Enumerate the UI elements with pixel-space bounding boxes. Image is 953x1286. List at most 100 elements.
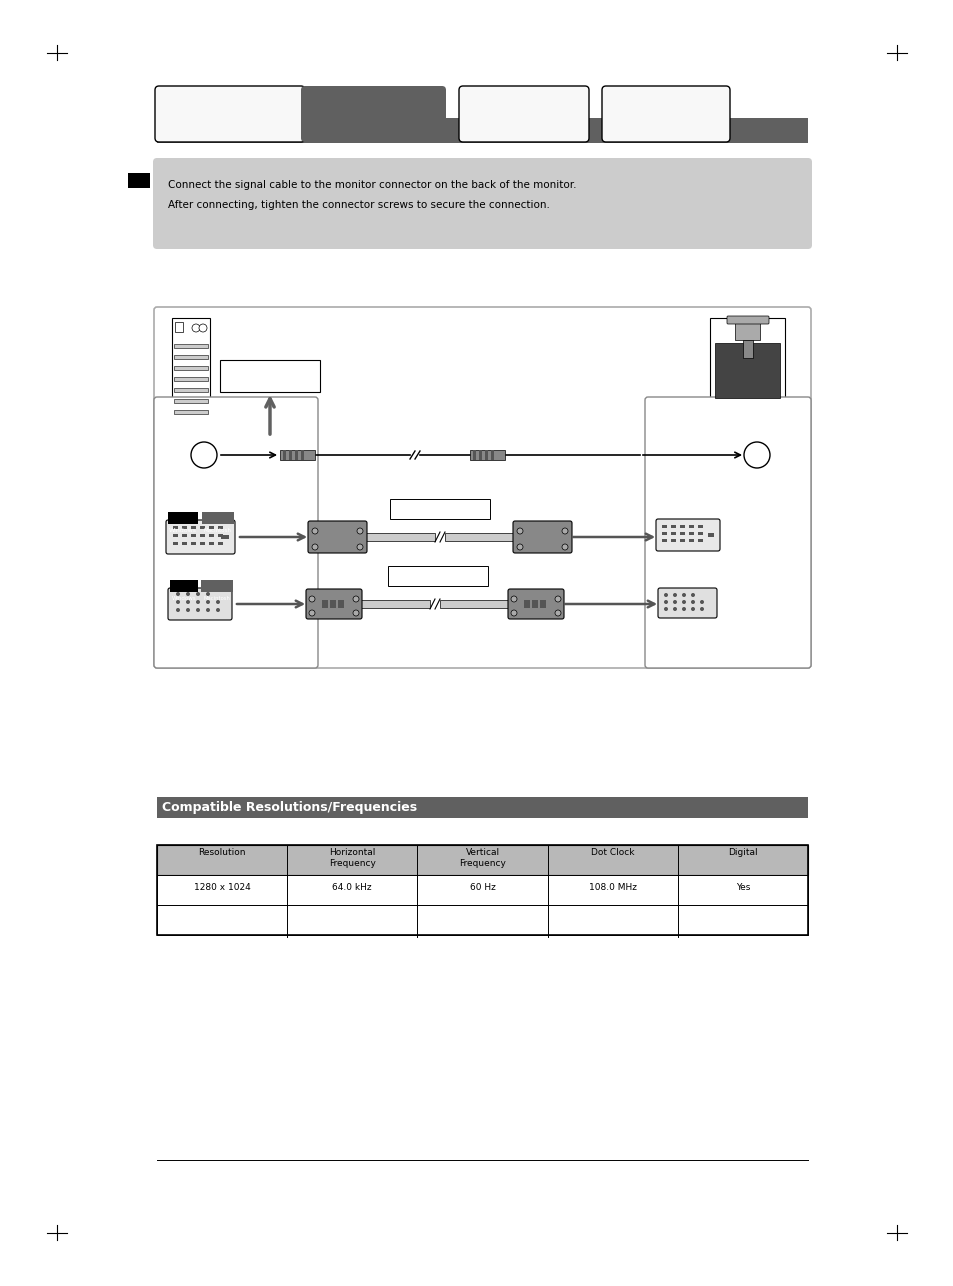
Bar <box>670 532 676 535</box>
Bar <box>173 355 208 359</box>
Bar <box>157 905 807 935</box>
Bar <box>182 541 187 545</box>
Circle shape <box>663 601 667 604</box>
Circle shape <box>672 601 677 604</box>
Circle shape <box>206 592 210 595</box>
Bar <box>220 360 319 392</box>
FancyBboxPatch shape <box>709 318 784 403</box>
Bar <box>444 532 515 541</box>
Circle shape <box>743 442 769 468</box>
Bar <box>742 340 752 358</box>
Bar <box>172 534 178 538</box>
Bar <box>322 601 328 608</box>
Circle shape <box>195 608 200 612</box>
Bar <box>688 532 693 535</box>
Bar <box>191 534 195 538</box>
FancyBboxPatch shape <box>168 588 232 620</box>
FancyBboxPatch shape <box>153 397 317 667</box>
Circle shape <box>195 601 200 604</box>
Bar <box>491 450 494 460</box>
Bar <box>390 499 490 520</box>
Bar <box>173 399 208 403</box>
Bar <box>714 343 780 397</box>
Bar <box>679 525 684 529</box>
Bar <box>661 532 666 535</box>
Bar <box>330 601 335 608</box>
Circle shape <box>186 601 190 604</box>
Text: Resolution: Resolution <box>198 847 246 856</box>
Bar <box>209 526 213 529</box>
Circle shape <box>700 607 703 611</box>
Bar <box>172 526 178 529</box>
Circle shape <box>700 601 703 604</box>
FancyBboxPatch shape <box>470 450 504 460</box>
Text: Yes: Yes <box>735 883 749 892</box>
Bar <box>670 525 676 529</box>
Circle shape <box>215 608 220 612</box>
Bar <box>157 845 807 935</box>
Bar <box>478 450 481 460</box>
Circle shape <box>681 601 685 604</box>
Circle shape <box>206 601 210 604</box>
Text: Horizontal
Frequency: Horizontal Frequency <box>329 847 375 868</box>
Circle shape <box>681 607 685 611</box>
FancyBboxPatch shape <box>644 397 810 667</box>
Circle shape <box>672 607 677 611</box>
Bar <box>698 532 702 535</box>
Circle shape <box>555 595 560 602</box>
Circle shape <box>175 601 180 604</box>
FancyBboxPatch shape <box>202 512 233 523</box>
Circle shape <box>353 610 358 616</box>
Text: Vertical
Frequency: Vertical Frequency <box>458 847 505 868</box>
Bar <box>200 526 205 529</box>
Circle shape <box>356 529 363 534</box>
FancyBboxPatch shape <box>656 520 720 550</box>
FancyBboxPatch shape <box>507 589 563 619</box>
Bar <box>157 118 807 143</box>
Bar <box>294 450 297 460</box>
Bar <box>191 526 195 529</box>
Circle shape <box>206 608 210 612</box>
Bar <box>209 534 213 538</box>
Text: 1280 x 1024: 1280 x 1024 <box>193 883 251 892</box>
Bar <box>157 874 807 905</box>
Bar <box>301 450 304 460</box>
Circle shape <box>215 601 220 604</box>
Circle shape <box>191 442 216 468</box>
Circle shape <box>561 544 567 550</box>
Bar <box>182 534 187 538</box>
Circle shape <box>309 610 314 616</box>
Circle shape <box>517 544 522 550</box>
Bar <box>172 541 178 545</box>
Circle shape <box>186 608 190 612</box>
Text: 108.0 MHz: 108.0 MHz <box>588 883 636 892</box>
Bar <box>173 343 208 349</box>
Circle shape <box>192 324 200 332</box>
Bar <box>661 525 666 529</box>
Text: Connect the signal cable to the monitor connector on the back of the monitor.: Connect the signal cable to the monitor … <box>168 180 576 190</box>
Circle shape <box>312 529 317 534</box>
FancyBboxPatch shape <box>170 580 198 592</box>
Bar <box>670 539 676 541</box>
FancyBboxPatch shape <box>172 318 210 428</box>
Bar <box>365 532 435 541</box>
Text: Macintosh: Macintosh <box>203 595 231 601</box>
Bar <box>182 526 187 529</box>
Bar <box>157 797 807 818</box>
Bar <box>305 132 441 143</box>
Bar <box>209 541 213 545</box>
Circle shape <box>175 608 180 612</box>
Bar <box>539 601 545 608</box>
Bar <box>283 450 286 460</box>
Circle shape <box>353 595 358 602</box>
Text: Windows: Windows <box>172 595 196 601</box>
Bar <box>173 377 208 381</box>
Circle shape <box>186 592 190 595</box>
Bar <box>473 450 476 460</box>
Bar <box>698 525 702 529</box>
FancyBboxPatch shape <box>513 521 572 553</box>
Bar <box>173 388 208 392</box>
Bar <box>439 601 510 608</box>
Bar <box>173 367 208 370</box>
Circle shape <box>309 595 314 602</box>
